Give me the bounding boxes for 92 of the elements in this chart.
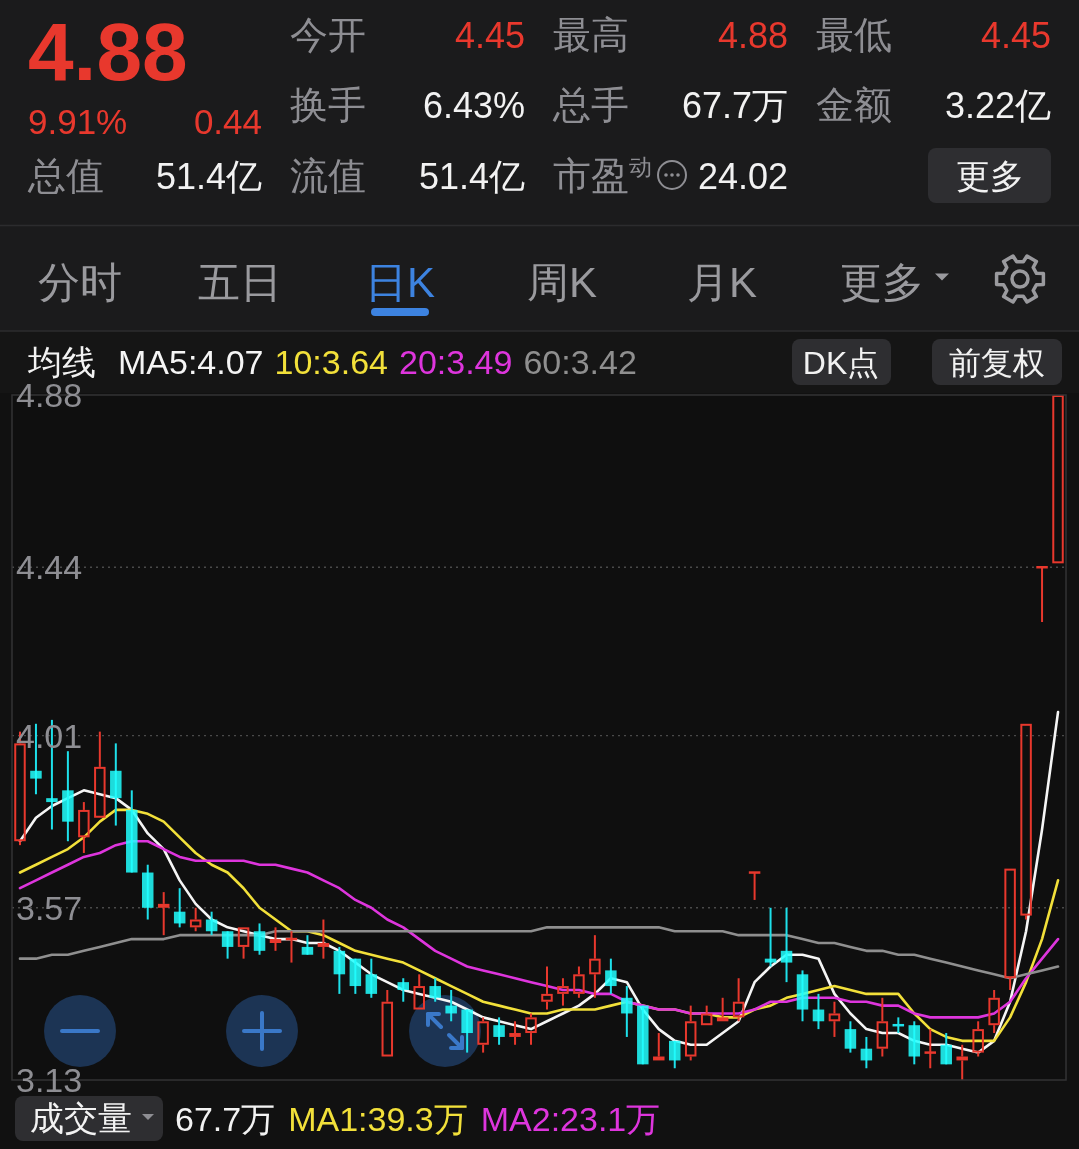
text: 4.45 (980, 15, 1051, 56)
candlestick (844, 1020, 857, 1054)
text: 51.4亿 (418, 156, 525, 197)
candlestick (509, 1020, 521, 1046)
text: 成交量 (30, 1099, 132, 1137)
text: 流值 (290, 155, 366, 197)
text: 67.7万 (175, 1100, 276, 1138)
candlestick (589, 934, 601, 999)
text: 更多 (956, 157, 1024, 195)
candlestick (621, 985, 633, 1038)
candlestick (812, 992, 825, 1031)
text: 前复权 (949, 345, 1045, 381)
candlestick (445, 988, 457, 1023)
candlestick (605, 957, 617, 995)
candlestick (860, 1035, 873, 1070)
text: 总值 (27, 155, 104, 197)
y-tick-label: 3.13 (16, 1061, 83, 1099)
candlestick (732, 977, 745, 1023)
text: 4.88 (717, 15, 788, 56)
text: 最低 (816, 14, 892, 56)
candlestick (301, 934, 314, 956)
candlestick (988, 988, 1000, 1035)
candlestick (173, 887, 186, 929)
y-tick-label: 4.44 (16, 548, 83, 587)
text: 更多 (840, 259, 924, 306)
text: 60:3.42 (523, 343, 637, 381)
y-tick-label: 3.57 (16, 888, 83, 927)
candlestick (828, 1000, 841, 1038)
candlestick (381, 988, 394, 1057)
candlestick (205, 910, 218, 937)
candlestick (461, 1008, 473, 1054)
text: MA2:23.1万 (480, 1100, 661, 1138)
candlestick (78, 801, 90, 854)
candlestick (317, 918, 330, 960)
text: 分时 (38, 259, 122, 306)
candlestick (413, 973, 425, 1010)
candlestick (157, 891, 170, 937)
candlestick (477, 1016, 489, 1054)
candlestick (668, 1039, 681, 1070)
candlestick (1052, 395, 1064, 564)
candlestick (1020, 723, 1032, 921)
text: 9.91% (28, 102, 128, 141)
candlestick (876, 996, 889, 1058)
candlestick (780, 906, 793, 984)
text: DK点 (802, 345, 880, 381)
text: 51.4亿 (155, 156, 262, 197)
candlestick (221, 930, 234, 960)
text: 3.22亿 (944, 85, 1051, 126)
candlestick (541, 965, 553, 1011)
candlestick (365, 957, 378, 999)
candlestick (557, 977, 569, 1007)
text: MA5:4.07 (118, 343, 264, 381)
text: 最高 (553, 14, 629, 56)
text: 月K (686, 259, 758, 306)
text: MA1:39.3万 (288, 1100, 468, 1138)
candlestick (573, 965, 585, 999)
candlestick (493, 1016, 505, 1046)
candlestick (94, 730, 106, 818)
candlestick (716, 996, 729, 1022)
text: 20:3.49 (398, 343, 513, 381)
text: 24.02 (697, 156, 788, 197)
candlestick (269, 926, 282, 952)
text: 周K (526, 259, 598, 306)
candlestick (764, 906, 777, 968)
text: 总手 (552, 84, 629, 126)
candlestick (189, 906, 202, 933)
candlestick (972, 1020, 984, 1058)
candlestick (429, 977, 441, 1003)
candlestick (253, 922, 266, 956)
candlestick (747, 871, 762, 901)
text: 67.7万 (681, 85, 788, 126)
line-series (18, 926, 1060, 980)
candlestick (397, 977, 410, 1003)
text: 10:3.64 (274, 343, 388, 381)
text: 市盈$^{动}$ (553, 154, 652, 197)
candlestick (923, 1028, 938, 1070)
candlestick (333, 945, 346, 995)
candlestick (525, 1012, 537, 1046)
text: 6.43% (422, 85, 525, 126)
text: 0.44 (193, 102, 262, 141)
text: 日K (364, 259, 436, 306)
candlestick (940, 1032, 952, 1066)
candlestick (1004, 868, 1016, 991)
candlestick (653, 1032, 665, 1061)
candlestick (237, 927, 250, 960)
text: 今开 (290, 14, 366, 56)
text: 五日 (198, 259, 282, 306)
text: 金额 (816, 84, 892, 126)
legend-title: 均线 (27, 343, 96, 381)
text: 4.45 (454, 15, 525, 56)
text: 换手 (290, 84, 366, 126)
candlestick (956, 1043, 968, 1081)
